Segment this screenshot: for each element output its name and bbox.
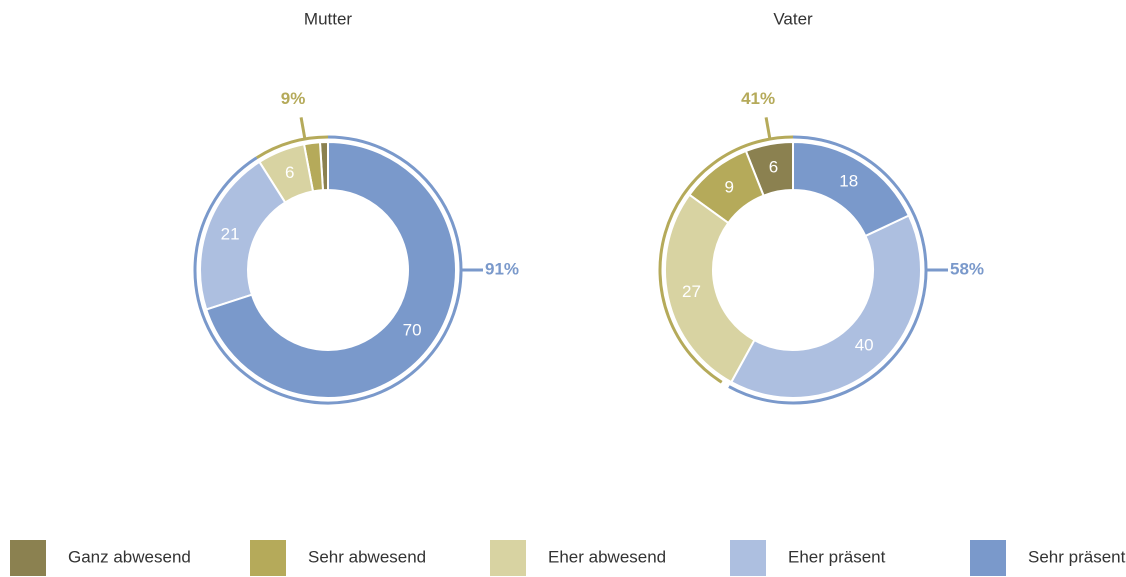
donut-segment (688, 149, 765, 225)
annotation-tick (764, 117, 772, 140)
group-arc (193, 135, 463, 405)
legend-swatch (250, 540, 286, 576)
annotation-label: 91% (485, 259, 519, 278)
segment-label: 18 (839, 172, 858, 191)
donut-segment (199, 160, 287, 311)
donut-segment (729, 214, 922, 399)
chart-title: Mutter (304, 9, 353, 28)
legend-swatch (970, 540, 1006, 576)
group-arc (658, 135, 794, 384)
group-arc (255, 135, 329, 159)
donut-segment (258, 143, 315, 204)
annotation-label: 9% (281, 89, 306, 108)
donut-segment (664, 193, 756, 384)
segment-label: 21 (221, 224, 240, 243)
segment-label: 70 (403, 321, 422, 340)
donut-segment (205, 140, 457, 399)
annotation-label: 41% (741, 89, 775, 108)
legend-label: Ganz abwesend (68, 547, 191, 566)
segment-label: 6 (769, 157, 778, 176)
group-arc (728, 135, 928, 405)
donut-segment (792, 140, 911, 238)
legend-label: Eher präsent (788, 547, 886, 566)
legend-label: Sehr abwesend (308, 547, 426, 566)
segment-label: 27 (682, 282, 701, 301)
legend-swatch (10, 540, 46, 576)
annotation-tick (299, 117, 307, 140)
legend-label: Sehr präsent (1028, 547, 1126, 566)
segment-label: 40 (855, 335, 874, 354)
legend-swatch (730, 540, 766, 576)
annotation-label: 58% (950, 259, 984, 278)
chart-title: Vater (773, 9, 813, 28)
segment-label: 9 (725, 177, 734, 196)
legend-label: Eher abwesend (548, 547, 666, 566)
segment-label: 6 (285, 163, 294, 182)
legend-swatch (490, 540, 526, 576)
